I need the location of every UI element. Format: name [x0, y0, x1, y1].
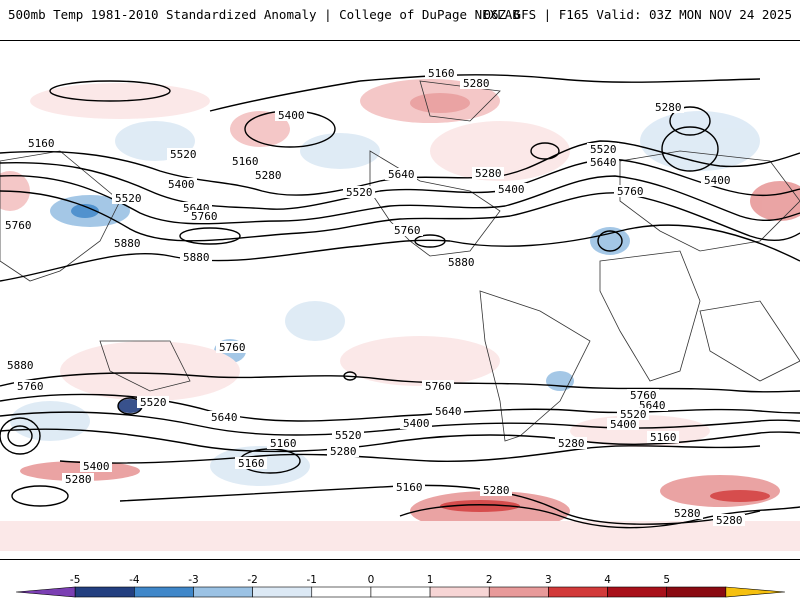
colorbar-tick-label: 2 [486, 574, 493, 586]
colorbar-tick-label: 3 [545, 574, 552, 586]
header: 500mb Temp 1981-2010 Standardized Anomal… [0, 0, 800, 32]
colorbar-tick-label: 0 [368, 574, 375, 586]
contour-label: 5280 [655, 101, 682, 114]
map-title: 500mb Temp 1981-2010 Standardized Anomal… [8, 7, 520, 22]
contour-label: 5280 [65, 473, 92, 486]
colorbar-tick-label: 5 [663, 574, 670, 586]
colorbar-canvas: -5 -4 -3 -2 -1 0 1 2 3 4 5 [15, 574, 786, 598]
colorbar-block [370, 586, 431, 598]
colorbar-block [488, 586, 549, 598]
contour-label: 5760 [394, 224, 421, 237]
colorbar-block [725, 586, 786, 598]
contour-label: 5280 [716, 514, 743, 527]
colorbar-tick-label: -1 [307, 574, 317, 586]
contour-label: 5160 [238, 457, 265, 470]
colorbar-tick-label: -5 [70, 574, 80, 586]
contour-label: 5520 [170, 148, 197, 161]
contour-label: 5400 [610, 418, 637, 431]
contour-label: 5880 [183, 251, 210, 264]
colorbar-blocks [15, 586, 786, 598]
colorbar-block [429, 586, 490, 598]
colorbar-block [311, 586, 372, 598]
contour-label: 5760 [219, 341, 246, 354]
contour-label: 5760 [630, 389, 657, 402]
contour-label: 5760 [191, 210, 218, 223]
contour-label: 5280 [463, 77, 490, 90]
contour-label: 5160 [28, 137, 55, 150]
colorbar-tick-label: -4 [129, 574, 140, 586]
contour-label: 5400 [498, 183, 525, 196]
contour-label: 5760 [425, 380, 452, 393]
contour-label: 5280 [674, 507, 701, 520]
contour-label: 5640 [211, 411, 238, 424]
colorbar-tick-label: 1 [427, 574, 434, 586]
contour-label: 5160 [270, 437, 297, 450]
contour-label: 5520 [140, 396, 167, 409]
contour-label: 5280 [558, 437, 585, 450]
height-contours [0, 74, 800, 529]
colorbar-block [74, 586, 135, 598]
contour-label: 5640 [388, 168, 415, 181]
colorbar-block [666, 586, 727, 598]
contour-label: 5280 [483, 484, 510, 497]
contour-label: 5520 [346, 186, 373, 199]
contour-label: 5160 [232, 155, 259, 168]
map-canvas: 5160 5280 5400 5280 5160 5520 5160 5280 … [0, 67, 800, 551]
contour-label: 5760 [17, 380, 44, 393]
contour-label: 5520 [620, 408, 647, 421]
contour-label: 5280 [475, 167, 502, 180]
contour-label: 5520 [335, 429, 362, 442]
contour-label: 5400 [168, 178, 195, 191]
contour-label: 5400 [278, 109, 305, 122]
colorbar-block [134, 586, 194, 598]
colorbar-tick-label: 4 [604, 574, 611, 586]
colorbar: -5 -4 -3 -2 -1 0 1 2 3 4 5 [0, 572, 800, 600]
colorbar-block [252, 586, 313, 598]
colorbar-block [193, 586, 253, 598]
contour-label: 5400 [83, 460, 110, 473]
colorbar-block [15, 586, 76, 598]
contour-label: 5640 [590, 156, 617, 169]
contour-label: 5760 [617, 185, 644, 198]
contour-label: 5280 [255, 169, 282, 182]
contour-label: 5520 [590, 143, 617, 156]
contour-label-group: 5160 5280 5400 5280 5160 5520 5160 5280 … [2, 67, 745, 527]
contour-label: 5280 [330, 445, 357, 458]
contour-label: 5880 [114, 237, 141, 250]
contour-label: 5400 [403, 417, 430, 430]
colorbar-block [548, 586, 608, 598]
colorbar-tick-label: -3 [188, 574, 198, 586]
contour-label: 5520 [115, 192, 142, 205]
model-run-info: 06Z GFS | F165 Valid: 03Z MON NOV 24 202… [483, 7, 792, 22]
contour-label: 5160 [396, 481, 423, 494]
colorbar-block [607, 586, 667, 598]
contour-label: 5880 [7, 359, 34, 372]
colorbar-tick-label: -2 [247, 574, 257, 586]
colorbar-ticks: -5 -4 -3 -2 -1 0 1 2 3 4 5 [70, 574, 670, 586]
contour-label: 5880 [448, 256, 475, 269]
contour-label: 5160 [428, 67, 455, 80]
contour-label: 5400 [704, 174, 731, 187]
contour-label: 5760 [5, 219, 32, 232]
contour-label: 5640 [435, 405, 462, 418]
anomaly-map: 5160 5280 5400 5280 5160 5520 5160 5280 … [0, 40, 800, 560]
contour-label: 5160 [650, 431, 677, 444]
